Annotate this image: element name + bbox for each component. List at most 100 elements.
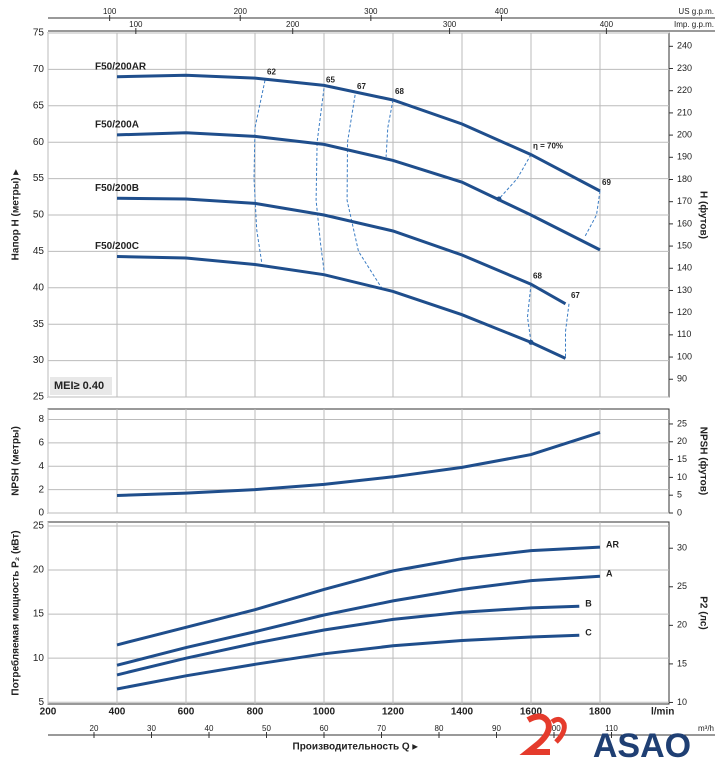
y2-tick-label: 150	[677, 240, 692, 250]
y-axis-title: Потребляемая мощность P₂ (кВт)	[10, 530, 22, 695]
series-label: A	[606, 569, 613, 579]
secondary-tick-label: 70	[377, 724, 386, 733]
y-tick-label: 15	[33, 609, 45, 620]
y-tick-label: 60	[33, 137, 45, 148]
y-tick-label: 4	[38, 461, 44, 472]
secondary-tick-label: 30	[147, 724, 156, 733]
y2-axis-title: P2 (лс)	[697, 596, 708, 629]
series-label: F50/200A	[95, 120, 139, 131]
mei-box	[50, 377, 112, 395]
y2-tick-label: 15	[677, 658, 687, 668]
plot-area	[47, 521, 670, 705]
x-tick-label: 1200	[382, 707, 405, 718]
y2-axis-title: NPSH (футов)	[697, 427, 709, 496]
x-tick-label: 400	[109, 707, 126, 718]
series-label: F50/200C	[95, 241, 139, 252]
secondary-tick-label: 90	[492, 724, 501, 733]
y2-tick-label: 20	[677, 436, 687, 446]
y2-tick-label: 220	[677, 85, 692, 95]
secondary-tick-label: 400	[495, 7, 509, 16]
x-tick-label: 200	[40, 707, 57, 718]
secondary-tick-label: 300	[364, 7, 378, 16]
y2-tick-label: 230	[677, 63, 692, 73]
secondary-tick-label: 50	[262, 724, 271, 733]
y2-axis-title: H (футов)	[697, 191, 709, 239]
y-tick-label: 0	[38, 508, 44, 519]
curve	[116, 545, 601, 647]
secondary-tick-label: 100	[129, 20, 143, 29]
logo-mark	[519, 713, 552, 755]
efficiency-label: 69	[602, 178, 611, 187]
y2-tick-label: 0	[677, 507, 682, 517]
y-tick-label: 20	[33, 565, 45, 576]
curve	[116, 604, 580, 677]
series-label: F50/200B	[95, 183, 139, 194]
x-tick-label: 1400	[451, 707, 474, 718]
secondary-tick-label: 100	[547, 724, 561, 733]
efficiency-label: η = 70%	[533, 142, 563, 151]
y-tick-label: 2	[38, 484, 44, 495]
y-tick-label: 75	[33, 28, 45, 39]
x-tick-label: 1000	[313, 707, 336, 718]
y2-tick-label: 90	[677, 374, 687, 384]
y2-tick-label: 240	[677, 41, 692, 51]
secondary-tick-label: 200	[234, 7, 248, 16]
y2-tick-label: 110	[677, 329, 691, 339]
plot-area	[47, 408, 670, 514]
x-unit: l/min	[651, 707, 674, 718]
y2-tick-label: 20	[677, 620, 687, 630]
curve	[116, 633, 580, 691]
efficiency-label: 68	[533, 271, 542, 280]
y2-tick-label: 30	[677, 543, 687, 553]
y2-tick-label: 5	[677, 490, 682, 500]
secondary-tick-label: 40	[205, 724, 214, 733]
secondary-axis-label: m³/h	[698, 724, 714, 733]
efficiency-label: 62	[267, 67, 276, 76]
efficiency-line	[584, 190, 601, 238]
secondary-tick-label: 80	[435, 724, 444, 733]
x-tick-label: 1600	[520, 707, 543, 718]
secondary-tick-label: 100	[103, 7, 117, 16]
efficiency-label: 68	[395, 87, 404, 96]
y-tick-label: 5	[38, 697, 44, 708]
efficiency-line	[385, 99, 394, 157]
y2-tick-label: 130	[677, 285, 692, 295]
series-label: C	[585, 628, 592, 638]
curve	[116, 430, 601, 497]
logo-text: ASAO	[593, 727, 691, 764]
y2-tick-label: 10	[677, 472, 687, 482]
y-tick-label: 30	[33, 355, 45, 366]
x-tick-label: 800	[247, 707, 264, 718]
series-label: B	[585, 599, 592, 609]
y2-tick-label: 190	[677, 152, 692, 162]
y2-tick-label: 160	[677, 218, 692, 228]
y2-tick-label: 100	[677, 351, 692, 361]
y-tick-label: 8	[38, 414, 44, 425]
y-tick-label: 40	[33, 282, 45, 293]
secondary-tick-label: 20	[90, 724, 99, 733]
curve	[116, 255, 567, 360]
curve	[116, 131, 601, 252]
curve	[116, 196, 567, 306]
logo-mark	[550, 716, 567, 744]
y2-tick-label: 170	[677, 196, 692, 206]
y-axis-title: NPSH (метры)	[11, 426, 22, 496]
curve	[116, 73, 601, 193]
y2-tick-label: 180	[677, 174, 692, 184]
y-tick-label: 35	[33, 319, 45, 330]
y-tick-label: 10	[33, 653, 45, 664]
series-label: F50/200AR	[95, 61, 147, 72]
y2-tick-label: 200	[677, 129, 692, 139]
dot	[496, 196, 502, 202]
logo: ASAO	[519, 713, 691, 764]
curve	[116, 574, 601, 667]
efficiency-label: 67	[571, 291, 580, 300]
efficiency-line	[253, 80, 266, 264]
y-tick-label: 25	[33, 392, 45, 403]
y-tick-label: 45	[33, 246, 45, 257]
y-tick-label: 50	[33, 210, 45, 221]
y-tick-label: 65	[33, 100, 45, 111]
secondary-axis-label: US g.p.m.	[678, 7, 714, 16]
dot	[528, 339, 534, 345]
